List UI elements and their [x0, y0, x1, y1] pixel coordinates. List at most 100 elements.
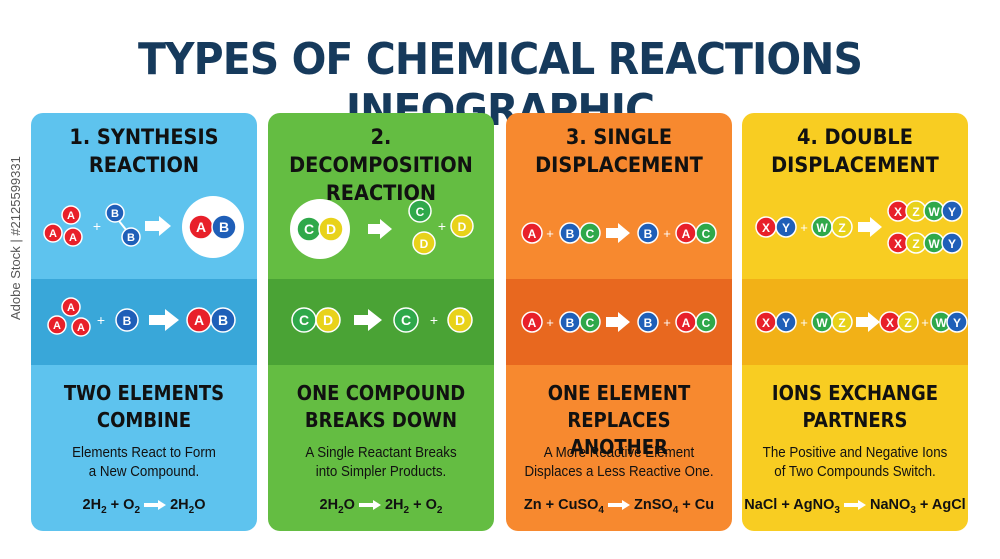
atom-label: A — [196, 219, 206, 235]
tagline-line: ONE ELEMENT — [547, 381, 691, 405]
plus-sign: + — [546, 315, 554, 330]
atom-label: W — [928, 205, 940, 219]
tagline-line: PARTNERS — [802, 408, 908, 432]
card-description: The Positive and Negative Ions of Two Co… — [751, 444, 959, 482]
tagline-line: TWO ELEMENTS — [63, 381, 225, 405]
atom-label: Y — [948, 205, 956, 219]
atom-label: A — [194, 312, 204, 328]
atom-label: Z — [838, 316, 845, 330]
card-equation: 2H2O 2H2 + O2 — [319, 497, 443, 516]
atom-label: C — [416, 205, 425, 219]
tagline-line: IONS EXCHANGE — [771, 381, 939, 405]
atom-label: X — [762, 316, 770, 330]
atom-a-cluster: A A A — [43, 205, 83, 247]
atom-label: Y — [953, 316, 961, 330]
page-title: TYPES OF CHEMICAL REACTIONS INFOGRAPHIC — [137, 34, 863, 136]
atom-label: D — [326, 221, 336, 237]
reaction-arrow — [354, 309, 382, 331]
card-heading: 3. SINGLE DISPLACEMENT — [515, 123, 723, 179]
card-description: Elements React to Form a New Compound. — [40, 444, 248, 482]
plus-sign: + — [438, 218, 446, 234]
atom-label: B — [644, 227, 653, 241]
atom-label: Y — [948, 237, 956, 251]
heading-line: 1. SYNTHESIS — [69, 125, 219, 149]
atom-label: D — [455, 312, 465, 328]
heading-line: 2. DECOMPOSITION — [289, 125, 473, 177]
tagline-line: ONE COMPOUND — [296, 381, 466, 405]
atom-label: A — [528, 316, 537, 330]
atom-label: B — [644, 316, 653, 330]
atom-label: W — [935, 316, 947, 330]
atom-label: X — [762, 221, 770, 235]
arrow-icon — [608, 500, 630, 511]
atom-label: W — [928, 237, 940, 251]
atom-label: B — [127, 232, 135, 244]
card-equation: Zn + CuSO4 ZnSO4 + Cu — [523, 497, 715, 516]
double-diagram-top: X Y + W Z X Z W Y X Z — [742, 195, 968, 271]
plus-sign: + — [430, 312, 438, 328]
heading-line: 3. SINGLE — [565, 125, 673, 149]
synthesis-diagram-bottom: A A A + B A B — [31, 293, 257, 353]
atom-label: Z — [912, 205, 919, 219]
card-description: A Single Reactant Breaks into Simpler Pr… — [277, 444, 485, 482]
description-line: of Two Compounds Switch. — [774, 464, 936, 480]
atom-label: C — [702, 227, 711, 241]
atom-label: A — [49, 228, 57, 240]
atom-label: X — [886, 316, 894, 330]
card-tagline: TWO ELEMENTS COMBINE — [42, 380, 245, 434]
plus-sign: + — [800, 220, 808, 235]
plus-sign: + — [921, 315, 929, 330]
atom-label: C — [299, 312, 309, 328]
atom-label: A — [67, 302, 75, 314]
atom-label: C — [586, 227, 595, 241]
plus-sign: + — [663, 226, 671, 241]
description-line: A More Reactive Element — [543, 445, 695, 461]
atom-label: C — [304, 221, 314, 237]
card-tagline: ONE COMPOUND BREAKS DOWN — [279, 380, 482, 434]
plus-sign: + — [97, 312, 105, 328]
atom-label: A — [682, 227, 691, 241]
arrow-icon — [843, 500, 866, 511]
atom-label: W — [816, 221, 828, 235]
arrow-icon — [144, 500, 167, 511]
single-diagram-bottom: A + B C B + A C — [506, 301, 732, 345]
card-single-displacement: 3. SINGLE DISPLACEMENT A + B C B + A C A… — [506, 113, 732, 531]
description-line: a New Compound. — [88, 464, 200, 480]
tagline-line: REPLACES ANOTHER — [567, 408, 671, 459]
plus-sign: + — [663, 315, 671, 330]
decomposition-diagram-top: C D C D + D — [268, 195, 494, 275]
atom-label: B — [123, 314, 132, 328]
atom-label: A — [528, 227, 537, 241]
card-equation: 2H2 + O2 2H2O — [82, 497, 206, 516]
heading-line: DISPLACEMENT — [771, 153, 939, 177]
card-tagline: IONS EXCHANGE PARTNERS — [753, 380, 956, 434]
atom-label: A — [67, 210, 75, 222]
card-description: A More Reactive Element Displaces a Less… — [515, 444, 723, 482]
plus-sign: + — [546, 226, 554, 241]
heading-line: REACTION — [88, 153, 200, 177]
tagline-line: BREAKS DOWN — [304, 408, 458, 432]
card-decomposition: 2. DECOMPOSITION REACTION C D C D + D C … — [268, 113, 494, 531]
description-line: into Simpler Products. — [315, 464, 447, 480]
description-line: The Positive and Negative Ions — [762, 445, 948, 461]
reaction-arrow — [856, 312, 880, 332]
atom-label: Z — [904, 316, 911, 330]
atom-label: A — [77, 322, 85, 334]
atom-label: A — [69, 232, 77, 244]
atom-label: B — [111, 208, 119, 220]
plus-sign: + — [800, 315, 808, 330]
description-line: Displaces a Less Reactive One. — [524, 464, 714, 480]
card-heading: 1. SYNTHESIS REACTION — [40, 123, 248, 179]
reaction-arrow — [606, 312, 630, 332]
double-diagram-bottom: X Y + W Z X Z + W Y — [742, 301, 968, 345]
atom-label: Y — [782, 221, 790, 235]
atom-label: Z — [912, 237, 919, 251]
reaction-arrow — [149, 309, 179, 331]
card-heading: 4. DOUBLE DISPLACEMENT — [751, 123, 959, 179]
heading-line: DISPLACEMENT — [535, 153, 703, 177]
atom-label: B — [566, 227, 575, 241]
card-tagline: ONE ELEMENT REPLACES ANOTHER — [517, 380, 720, 461]
atom-label: Z — [838, 221, 845, 235]
reaction-arrow — [858, 217, 882, 237]
synthesis-diagram-top: A A A + B B A B — [31, 195, 257, 275]
